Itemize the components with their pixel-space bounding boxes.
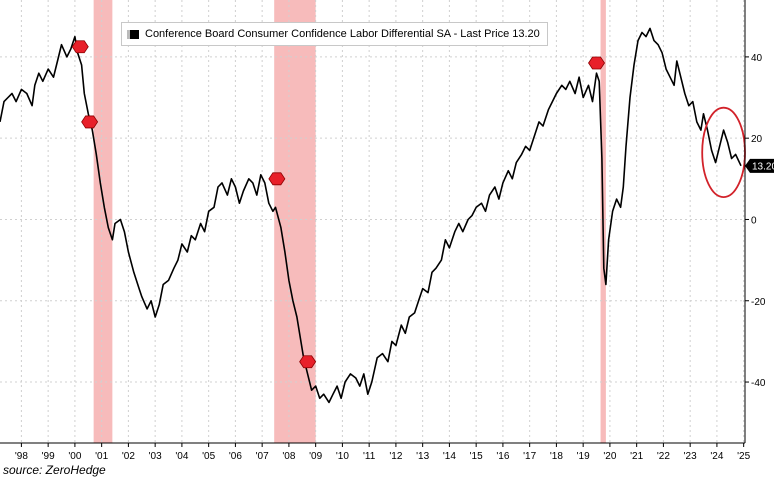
- x-tick-label: '02: [122, 451, 135, 462]
- x-tick-label: '17: [523, 451, 536, 462]
- x-tick-label: '25: [737, 451, 750, 462]
- y-tick-label: 40: [751, 53, 763, 64]
- x-tick-label: '19: [577, 451, 590, 462]
- x-tick-label: '08: [282, 451, 295, 462]
- event-marker-icon: [71, 40, 89, 54]
- recession-band-1: [274, 0, 316, 443]
- last-price-label: 13.20: [752, 161, 774, 172]
- series-line-0: [0, 27, 742, 404]
- x-tick-label: '98: [15, 451, 28, 462]
- legend: Conference Board Consumer Confidence Lab…: [121, 22, 548, 46]
- x-tick-label: '07: [256, 451, 269, 462]
- x-tick-label: '12: [389, 451, 402, 462]
- x-tick-label: '24: [710, 451, 723, 462]
- legend-swatch-icon: [127, 29, 139, 39]
- x-tick-label: '20: [603, 451, 616, 462]
- event-marker-icon: [81, 115, 99, 129]
- y-tick-label: 0: [751, 215, 757, 226]
- x-tick-label: '22: [657, 451, 670, 462]
- x-tick-label: '10: [336, 451, 349, 462]
- legend-label: Conference Board Consumer Confidence Lab…: [145, 28, 540, 40]
- source-label: source: ZeroHedge: [3, 463, 106, 477]
- x-tick-label: '18: [550, 451, 563, 462]
- event-marker-icon: [588, 56, 606, 70]
- axes: 40 20 0 -20 -40 '98 '99 '00 '01 '02 '03 '04 '05 '06 '0…: [0, 0, 774, 462]
- x-tick-label: '01: [95, 451, 108, 462]
- x-tick-label: '04: [175, 451, 188, 462]
- x-tick-label: '13: [416, 451, 429, 462]
- x-tick-label: '06: [229, 451, 242, 462]
- x-tick-label: '03: [149, 451, 162, 462]
- x-tick-label: '05: [202, 451, 215, 462]
- y-tick-label: -20: [751, 297, 766, 308]
- last-price-tag: [745, 158, 774, 173]
- gridlines: [0, 0, 745, 443]
- y-tick-label: 20: [751, 134, 763, 145]
- x-tick-label: '15: [470, 451, 483, 462]
- x-tick-label: '16: [496, 451, 509, 462]
- x-tick-label: '00: [68, 451, 81, 462]
- event-marker-icon: [299, 355, 317, 369]
- series-layer: [0, 27, 742, 404]
- recession-bands: [93, 0, 606, 443]
- highlight-circle: [701, 106, 746, 199]
- x-tick-label: '21: [630, 451, 643, 462]
- x-tick-label: '14: [443, 451, 456, 462]
- x-tick-label: '23: [684, 451, 697, 462]
- x-tick-label: '11: [363, 451, 376, 462]
- event-marker-icon: [268, 172, 286, 186]
- y-tick-label: -40: [751, 378, 766, 389]
- x-tick-label: '09: [309, 451, 322, 462]
- recession-band-0: [93, 0, 113, 443]
- x-tick-label: '99: [42, 451, 55, 462]
